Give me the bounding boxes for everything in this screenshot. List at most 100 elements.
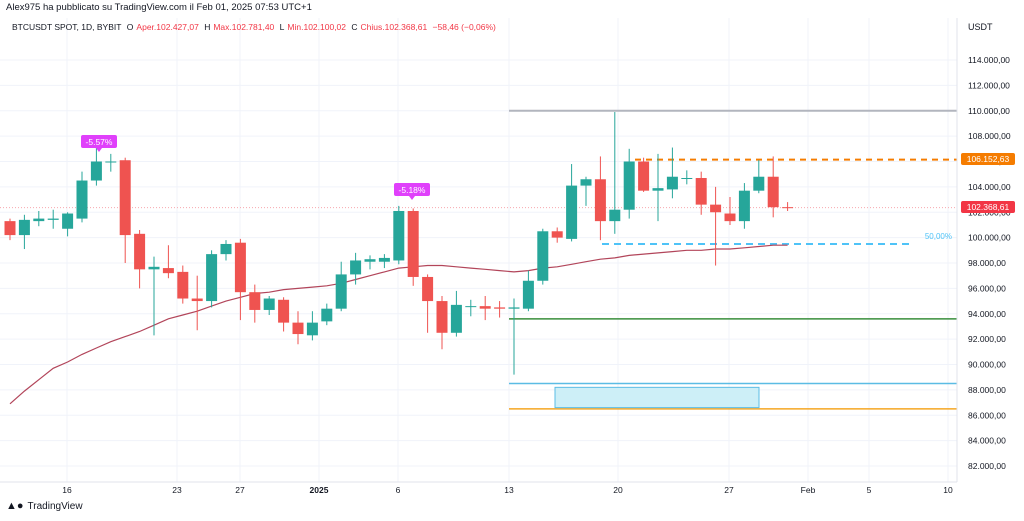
candle-body (321, 308, 333, 322)
time-axis[interactable]: 16 23 27 2025 6 13 20 27 Feb 5 10 (62, 485, 953, 495)
candle-body (90, 161, 102, 181)
candle (652, 153, 664, 222)
candle (134, 230, 146, 289)
candle (364, 255, 376, 270)
candle (306, 311, 318, 341)
price-tick-label: 108.000,00 (968, 131, 1011, 141)
symbol-name[interactable]: BTCUSDT SPOT, 1D, BYBIT (12, 22, 122, 32)
price-tick-label: 90.000,00 (968, 360, 1006, 370)
price-tick-label: 112.000,00 (968, 80, 1010, 90)
candle-body (479, 306, 491, 309)
time-tick-label: 23 (172, 485, 182, 495)
candle (378, 254, 390, 269)
candle-body (162, 268, 174, 274)
candles-group (4, 112, 794, 375)
candle (522, 270, 534, 312)
change-value: −58,46 (−0,06%) (432, 22, 496, 32)
candle-body (695, 177, 707, 205)
time-tick-label: 13 (504, 485, 514, 495)
candle-body (148, 266, 160, 270)
candle-body (119, 160, 131, 236)
candle (724, 197, 736, 225)
time-tick-label: 20 (613, 485, 623, 495)
time-tick-label: 27 (724, 485, 734, 495)
candle (638, 157, 650, 192)
candle (263, 295, 275, 316)
candle (90, 143, 102, 186)
candle (206, 250, 218, 308)
price-tick-label: 88.000,00 (968, 385, 1006, 395)
candle-body (278, 299, 290, 323)
candle (119, 157, 131, 263)
open-value: Aper.102.427,07 (136, 22, 199, 32)
candle-body (306, 322, 318, 336)
candle-body (378, 257, 390, 262)
candle-body (134, 233, 146, 270)
candle (594, 156, 606, 241)
candle-body (767, 176, 779, 208)
candle (782, 202, 794, 211)
candle-body (105, 161, 117, 163)
time-tick-label: 2025 (310, 485, 329, 495)
candle-body (738, 190, 750, 222)
candle-body (681, 177, 693, 179)
candle (753, 160, 765, 194)
low-value: Min.102.100,02 (287, 22, 347, 32)
orange-price-badge: 106.152,63 (961, 153, 1015, 165)
candle-body (566, 185, 578, 239)
price-tick-label: 98.000,00 (968, 258, 1006, 268)
candle-body (18, 219, 30, 236)
candle-body (609, 209, 621, 222)
candle (551, 227, 563, 243)
candle (18, 214, 30, 250)
tradingview-logo[interactable]: ▲● TradingView (6, 500, 83, 512)
candle-body (623, 161, 635, 210)
price-tick-label: 100.000,00 (968, 233, 1011, 243)
price-axis[interactable]: 114.000,00 112.000,00 110.000,00 108.000,00… (968, 55, 1011, 471)
price-tick-label: 104.000,00 (968, 182, 1011, 192)
candle (162, 245, 174, 279)
candle (494, 301, 506, 318)
last-price-badge: 102.368,61 (961, 201, 1015, 213)
candle (681, 170, 693, 185)
candle-body (234, 242, 246, 293)
candle-body (335, 274, 347, 309)
candle-body (450, 304, 462, 333)
price-tick-label: 82.000,00 (968, 461, 1006, 471)
candle-body (177, 271, 189, 299)
price-tick-label: 114.000,00 (968, 55, 1010, 65)
candle (350, 252, 362, 285)
candle (609, 112, 621, 234)
candle-body (249, 292, 261, 310)
candle-body (537, 231, 549, 281)
grid-lines (0, 18, 957, 482)
svg-text:106.152,63: 106.152,63 (967, 154, 1010, 164)
candle (321, 303, 333, 326)
candle (33, 210, 45, 227)
candle (436, 295, 448, 350)
candle (407, 208, 419, 286)
candle (623, 148, 635, 219)
tv-logo-icon: ▲● (6, 500, 24, 512)
candle (148, 256, 160, 336)
currency-unit-label[interactable]: USDT (968, 22, 993, 32)
candle-body (4, 221, 16, 236)
candle (695, 171, 707, 215)
candle (191, 275, 203, 331)
drawing-lines (0, 109, 957, 410)
candle-body (710, 204, 722, 213)
candle (422, 274, 434, 333)
price-tick-label: 84.000,00 (968, 436, 1006, 446)
candle (220, 240, 232, 261)
candle-body (594, 179, 606, 222)
candle (335, 261, 347, 312)
high-value: Max.102.781,40 (213, 22, 275, 32)
candle-body (666, 176, 678, 190)
price-tick-label: 92.000,00 (968, 334, 1006, 344)
demand-zone-box[interactable] (554, 386, 760, 409)
candle-body (580, 179, 592, 186)
candle-body (465, 306, 477, 308)
candle (465, 299, 477, 317)
price-tick-label: 96.000,00 (968, 283, 1006, 293)
